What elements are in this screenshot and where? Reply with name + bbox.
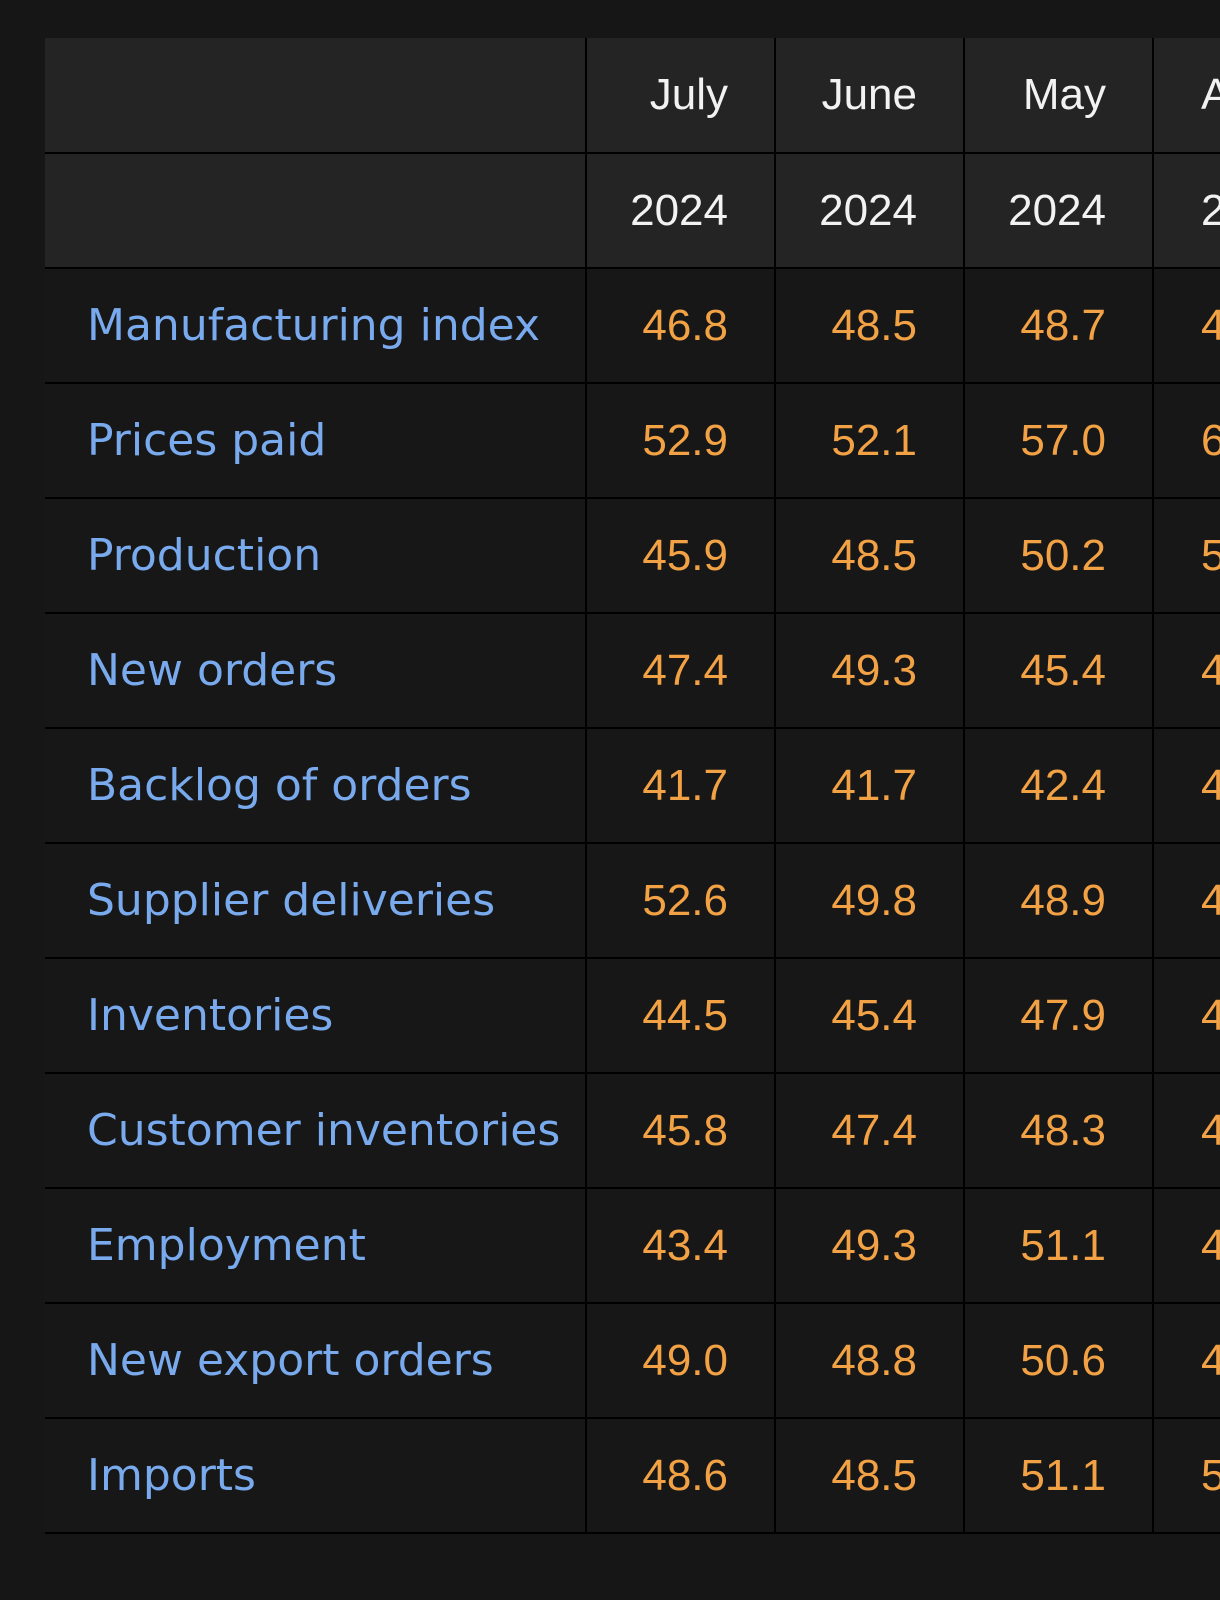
year-header: 2 — [1152, 153, 1220, 269]
header-corner — [45, 38, 586, 154]
data-row: Prices paid 52.9 52.1 57.0 6 — [45, 383, 1220, 499]
cell-value: 45.8 — [585, 1073, 775, 1189]
cell-value: 52.9 — [585, 383, 775, 499]
cell-value: 4 — [1152, 1303, 1220, 1419]
row-label[interactable]: Prices paid — [45, 383, 586, 499]
data-row: Backlog of orders 41.7 41.7 42.4 4 — [45, 728, 1220, 844]
cell-value: 45.4 — [963, 613, 1153, 729]
cell-value: 45.9 — [585, 498, 775, 614]
cell-value: 47.4 — [774, 1073, 964, 1189]
year-header: 2024 — [963, 153, 1153, 269]
month-header: May — [963, 38, 1153, 154]
year-header: 2024 — [774, 153, 964, 269]
cell-value: 48.9 — [963, 843, 1153, 959]
header-row: 2024 2024 2024 2 — [45, 153, 1220, 269]
cell-value: 48.6 — [585, 1418, 775, 1534]
cell-value: 57.0 — [963, 383, 1153, 499]
header-corner — [45, 153, 586, 269]
month-header: July — [585, 38, 775, 154]
cell-value: 49.8 — [774, 843, 964, 959]
row-label[interactable]: Backlog of orders — [45, 728, 586, 844]
year-header: 2024 — [585, 153, 775, 269]
cell-value: 49.3 — [774, 613, 964, 729]
cell-value: 6 — [1152, 383, 1220, 499]
cell-value: 5 — [1152, 1418, 1220, 1534]
row-label[interactable]: Employment — [45, 1188, 586, 1304]
header-row: July June May A — [45, 38, 1220, 154]
row-label[interactable]: Supplier deliveries — [45, 843, 586, 959]
cell-value: 43.4 — [585, 1188, 775, 1304]
cell-value: 47.4 — [585, 613, 775, 729]
data-row: Supplier deliveries 52.6 49.8 48.9 4 — [45, 843, 1220, 959]
cell-value: 4 — [1152, 1188, 1220, 1304]
cell-value: 4 — [1152, 728, 1220, 844]
cell-value: 4 — [1152, 268, 1220, 384]
month-header: June — [774, 38, 964, 154]
row-label[interactable]: Manufacturing index — [45, 268, 586, 384]
cell-value: 4 — [1152, 613, 1220, 729]
cell-value: 50.2 — [963, 498, 1153, 614]
cell-value: 50.6 — [963, 1303, 1153, 1419]
row-label[interactable]: New orders — [45, 613, 586, 729]
row-label[interactable]: Production — [45, 498, 586, 614]
cell-value: 4 — [1152, 1073, 1220, 1189]
cell-value: 4 — [1152, 843, 1220, 959]
row-label[interactable]: Customer inventories — [45, 1073, 586, 1189]
cell-value: 48.5 — [774, 498, 964, 614]
cell-value: 48.5 — [774, 1418, 964, 1534]
cell-value: 51.1 — [963, 1418, 1153, 1534]
cell-value: 48.7 — [963, 268, 1153, 384]
cell-value: 49.0 — [585, 1303, 775, 1419]
row-label[interactable]: New export orders — [45, 1303, 586, 1419]
cell-value: 4 — [1152, 958, 1220, 1074]
data-row: Employment 43.4 49.3 51.1 4 — [45, 1188, 1220, 1304]
data-row: New export orders 49.0 48.8 50.6 4 — [45, 1303, 1220, 1419]
cell-value: 52.6 — [585, 843, 775, 959]
cell-value: 48.8 — [774, 1303, 964, 1419]
data-row: Imports 48.6 48.5 51.1 5 — [45, 1418, 1220, 1534]
cell-value: 46.8 — [585, 268, 775, 384]
cell-value: 44.5 — [585, 958, 775, 1074]
cell-value: 42.4 — [963, 728, 1153, 844]
cell-value: 51.1 — [963, 1188, 1153, 1304]
table-body: July June May A 2024 2024 2024 2 Manufacturing i… — [45, 38, 1220, 1534]
row-label[interactable]: Imports — [45, 1418, 586, 1534]
cell-value: 47.9 — [963, 958, 1153, 1074]
data-row: Manufacturing index 46.8 48.5 48.7 4 — [45, 268, 1220, 384]
cell-value: 41.7 — [585, 728, 775, 844]
row-label[interactable]: Inventories — [45, 958, 586, 1074]
month-header: A — [1152, 38, 1220, 154]
data-row: New orders 47.4 49.3 45.4 4 — [45, 613, 1220, 729]
cell-value: 41.7 — [774, 728, 964, 844]
data-table: July June May A 2024 2024 2024 2 Manufacturing i… — [45, 38, 1220, 1534]
cell-value: 49.3 — [774, 1188, 964, 1304]
cell-value: 48.3 — [963, 1073, 1153, 1189]
cell-value: 48.5 — [774, 268, 964, 384]
data-row: Customer inventories 45.8 47.4 48.3 4 — [45, 1073, 1220, 1189]
cell-value: 52.1 — [774, 383, 964, 499]
data-row: Inventories 44.5 45.4 47.9 4 — [45, 958, 1220, 1074]
cell-value: 5 — [1152, 498, 1220, 614]
data-row: Production 45.9 48.5 50.2 5 — [45, 498, 1220, 614]
cell-value: 45.4 — [774, 958, 964, 1074]
